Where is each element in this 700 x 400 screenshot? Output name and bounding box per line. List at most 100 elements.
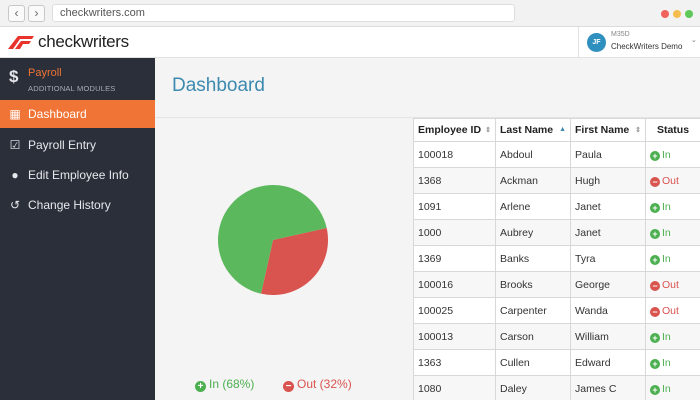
cell-employee-id: 1000 [413,219,496,246]
status-label: In [662,330,671,343]
user-icon: ● [11,168,19,182]
window-dot-red[interactable] [661,10,669,18]
sidebar-item-payroll-entry[interactable]: ☑ Payroll Entry [0,131,155,159]
history-icon: ↺ [9,198,21,212]
cell-employee-id: 100025 [413,297,496,324]
pie-slice-in[interactable] [218,185,327,294]
status-pie-panel: + In (68%) − Out (32%) [155,118,412,400]
cell-status: + In [645,219,700,246]
logo-text: checkwriters [38,32,129,51]
cell-last-name: Banks [495,245,571,272]
column-header-last-name[interactable]: Last Name ▲ [495,118,571,142]
status-label: Out [662,174,679,187]
employee-table: Employee ID ⇕ Last Name ▲ First Name ⇕ Stat… [413,118,700,400]
status-label: In [662,200,671,213]
user-menu[interactable]: JF M35D CheckWriters Demo ⌄ [578,27,700,58]
cell-first-name: Hugh [570,167,646,194]
table-row[interactable]: 100025 Carpenter Wanda − Out [413,297,700,324]
cell-first-name: Edward [570,349,646,376]
user-org-code: M35D [611,31,630,38]
table-row[interactable]: 1091 Arlene Janet + In [413,193,700,220]
chevron-right-icon: › [34,6,39,20]
column-header-status[interactable]: Status [645,118,700,142]
cell-employee-id: 1368 [413,167,496,194]
sidebar-item-label: Payroll Entry [28,138,97,152]
cell-employee-id: 1091 [413,193,496,220]
plus-circle-icon: + [650,384,660,395]
cell-first-name: William [570,323,646,350]
cell-last-name: Daley [495,375,571,400]
sidebar-item-edit-employee-info[interactable]: ● Edit Employee Info [0,161,155,189]
cell-status: + In [645,193,700,220]
forward-button[interactable]: › [28,5,45,22]
sort-icon: ⇕ [635,127,641,134]
browser-toolbar: ‹ › checkwriters.com [0,0,700,27]
cell-employee-id: 100016 [413,271,496,298]
cell-first-name: Paula [570,141,646,168]
main-content: Dashboard + In (68%) − Out (32%) Employee … [155,58,700,400]
table-row[interactable]: 1363 Cullen Edward + In [413,349,700,376]
table-row[interactable]: 100016 Brooks George − Out [413,271,700,298]
column-header-label: Status [656,124,690,136]
legend-out-label: Out (32%) [297,377,352,391]
cell-last-name: Abdoul [495,141,571,168]
sidebar-module-payroll[interactable]: $ Payroll ADDITIONAL MODULES [0,58,155,100]
minus-circle-icon: − [650,306,660,317]
page-title: Dashboard [172,75,265,96]
cell-status: + In [645,245,700,272]
cell-last-name: Ackman [495,167,571,194]
column-header-first-name[interactable]: First Name ⇕ [570,118,646,142]
cell-first-name: Wanda [570,297,646,324]
chevron-left-icon: ‹ [14,6,19,20]
address-bar[interactable]: checkwriters.com [52,4,515,22]
status-label: In [662,252,671,265]
window-dot-yellow[interactable] [673,10,681,18]
status-label: Out [662,278,679,291]
sidebar-item-label: Change History [28,198,111,212]
table-row[interactable]: 1000 Aubrey Janet + In [413,219,700,246]
cell-employee-id: 1369 [413,245,496,272]
legend-out[interactable]: − Out (32%) [283,377,352,392]
dollar-icon: $ [9,67,19,86]
cell-status: + In [645,141,700,168]
sidebar-item-change-history[interactable]: ↺ Change History [0,191,155,219]
chevron-down-icon: ⌄ [691,37,697,44]
cell-status: + In [645,349,700,376]
grid-icon: ▦ [9,107,21,121]
plus-circle-icon: + [650,202,660,213]
table-row[interactable]: 1080 Daley James C + In [413,375,700,400]
plus-circle-icon: + [650,228,660,239]
status-label: Out [662,304,679,317]
app-header: checkwriters JF M35D CheckWriters Demo ⌄ [0,27,700,58]
pie-slice-out[interactable] [261,228,328,295]
sort-icon: ⇕ [485,127,491,134]
sidebar-item-dashboard[interactable]: ▦ Dashboard [0,100,155,128]
cell-first-name: James C [570,375,646,400]
column-header-label: Last Name [500,124,554,136]
minus-circle-icon: − [650,280,660,291]
minus-circle-icon: − [650,176,660,187]
cell-status: − Out [645,271,700,298]
cell-employee-id: 1080 [413,375,496,400]
user-company-name: CheckWriters Demo [611,42,683,51]
cell-first-name: Janet [570,219,646,246]
table-row[interactable]: 100018 Abdoul Paula + In [413,141,700,168]
cell-last-name: Cullen [495,349,571,376]
cell-status: + In [645,375,700,400]
table-row[interactable]: 1369 Banks Tyra + In [413,245,700,272]
table-row[interactable]: 100013 Carson William + In [413,323,700,350]
cell-last-name: Aubrey [495,219,571,246]
legend-in[interactable]: + In (68%) [195,377,254,392]
column-header-employee-id[interactable]: Employee ID ⇕ [413,118,496,142]
back-button[interactable]: ‹ [8,5,25,22]
cell-status: + In [645,323,700,350]
cell-last-name: Brooks [495,271,571,298]
window-dot-green[interactable] [685,10,693,18]
cell-status: − Out [645,167,700,194]
sidebar-module-sublabel: ADDITIONAL MODULES [28,84,116,93]
plus-circle-icon: + [650,150,660,161]
cell-employee-id: 100013 [413,323,496,350]
plus-circle-icon: + [650,332,660,343]
cell-first-name: Janet [570,193,646,220]
table-row[interactable]: 1368 Ackman Hugh − Out [413,167,700,194]
